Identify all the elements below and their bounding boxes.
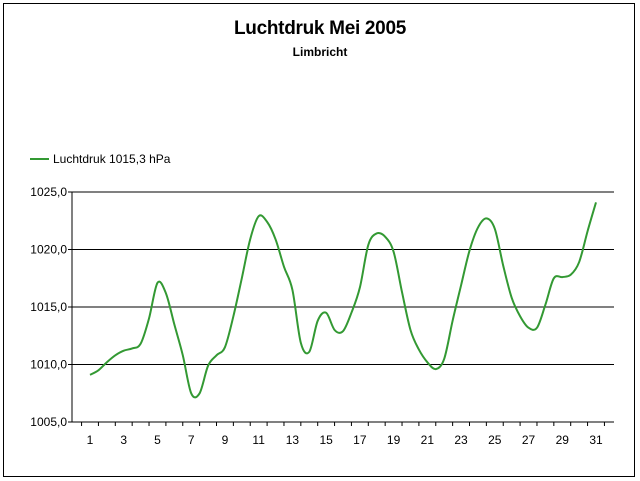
x-tick-label: 17 [353, 433, 367, 447]
legend: Luchtdruk 1015,3 hPa [30, 151, 170, 167]
x-tick-label: 31 [589, 433, 603, 447]
x-tick-label: 1 [87, 433, 94, 447]
x-tick-label: 5 [154, 433, 161, 447]
y-tick-label: 1020,0 [30, 243, 67, 257]
y-tick-label: 1010,0 [30, 358, 67, 372]
x-tick-label: 29 [556, 433, 570, 447]
x-tick-label: 3 [120, 433, 127, 447]
chart-title: Luchtdruk Mei 2005 [234, 18, 406, 39]
chart-subtitle: Limbricht [292, 45, 348, 59]
x-tick-label: 21 [421, 433, 435, 447]
x-tick-label: 27 [522, 433, 536, 447]
legend-label: Luchtdruk 1015,3 hPa [53, 152, 171, 166]
series-line [89, 202, 597, 399]
y-tick-label: 1005,0 [30, 415, 67, 429]
x-tick-label: 19 [387, 433, 401, 447]
x-tick-label: 9 [222, 433, 229, 447]
x-tick-label: 25 [488, 433, 502, 447]
chart-frame [3, 3, 635, 477]
legend-swatch [30, 158, 49, 160]
x-tick-label: 15 [319, 433, 333, 447]
x-tick-label: 13 [286, 433, 300, 447]
y-tick-label: 1015,0 [30, 300, 67, 314]
x-tick-label: 23 [454, 433, 468, 447]
y-tick-label: 1025,0 [30, 185, 67, 199]
x-tick-label: 7 [188, 433, 195, 447]
x-tick-label: 11 [252, 433, 265, 447]
